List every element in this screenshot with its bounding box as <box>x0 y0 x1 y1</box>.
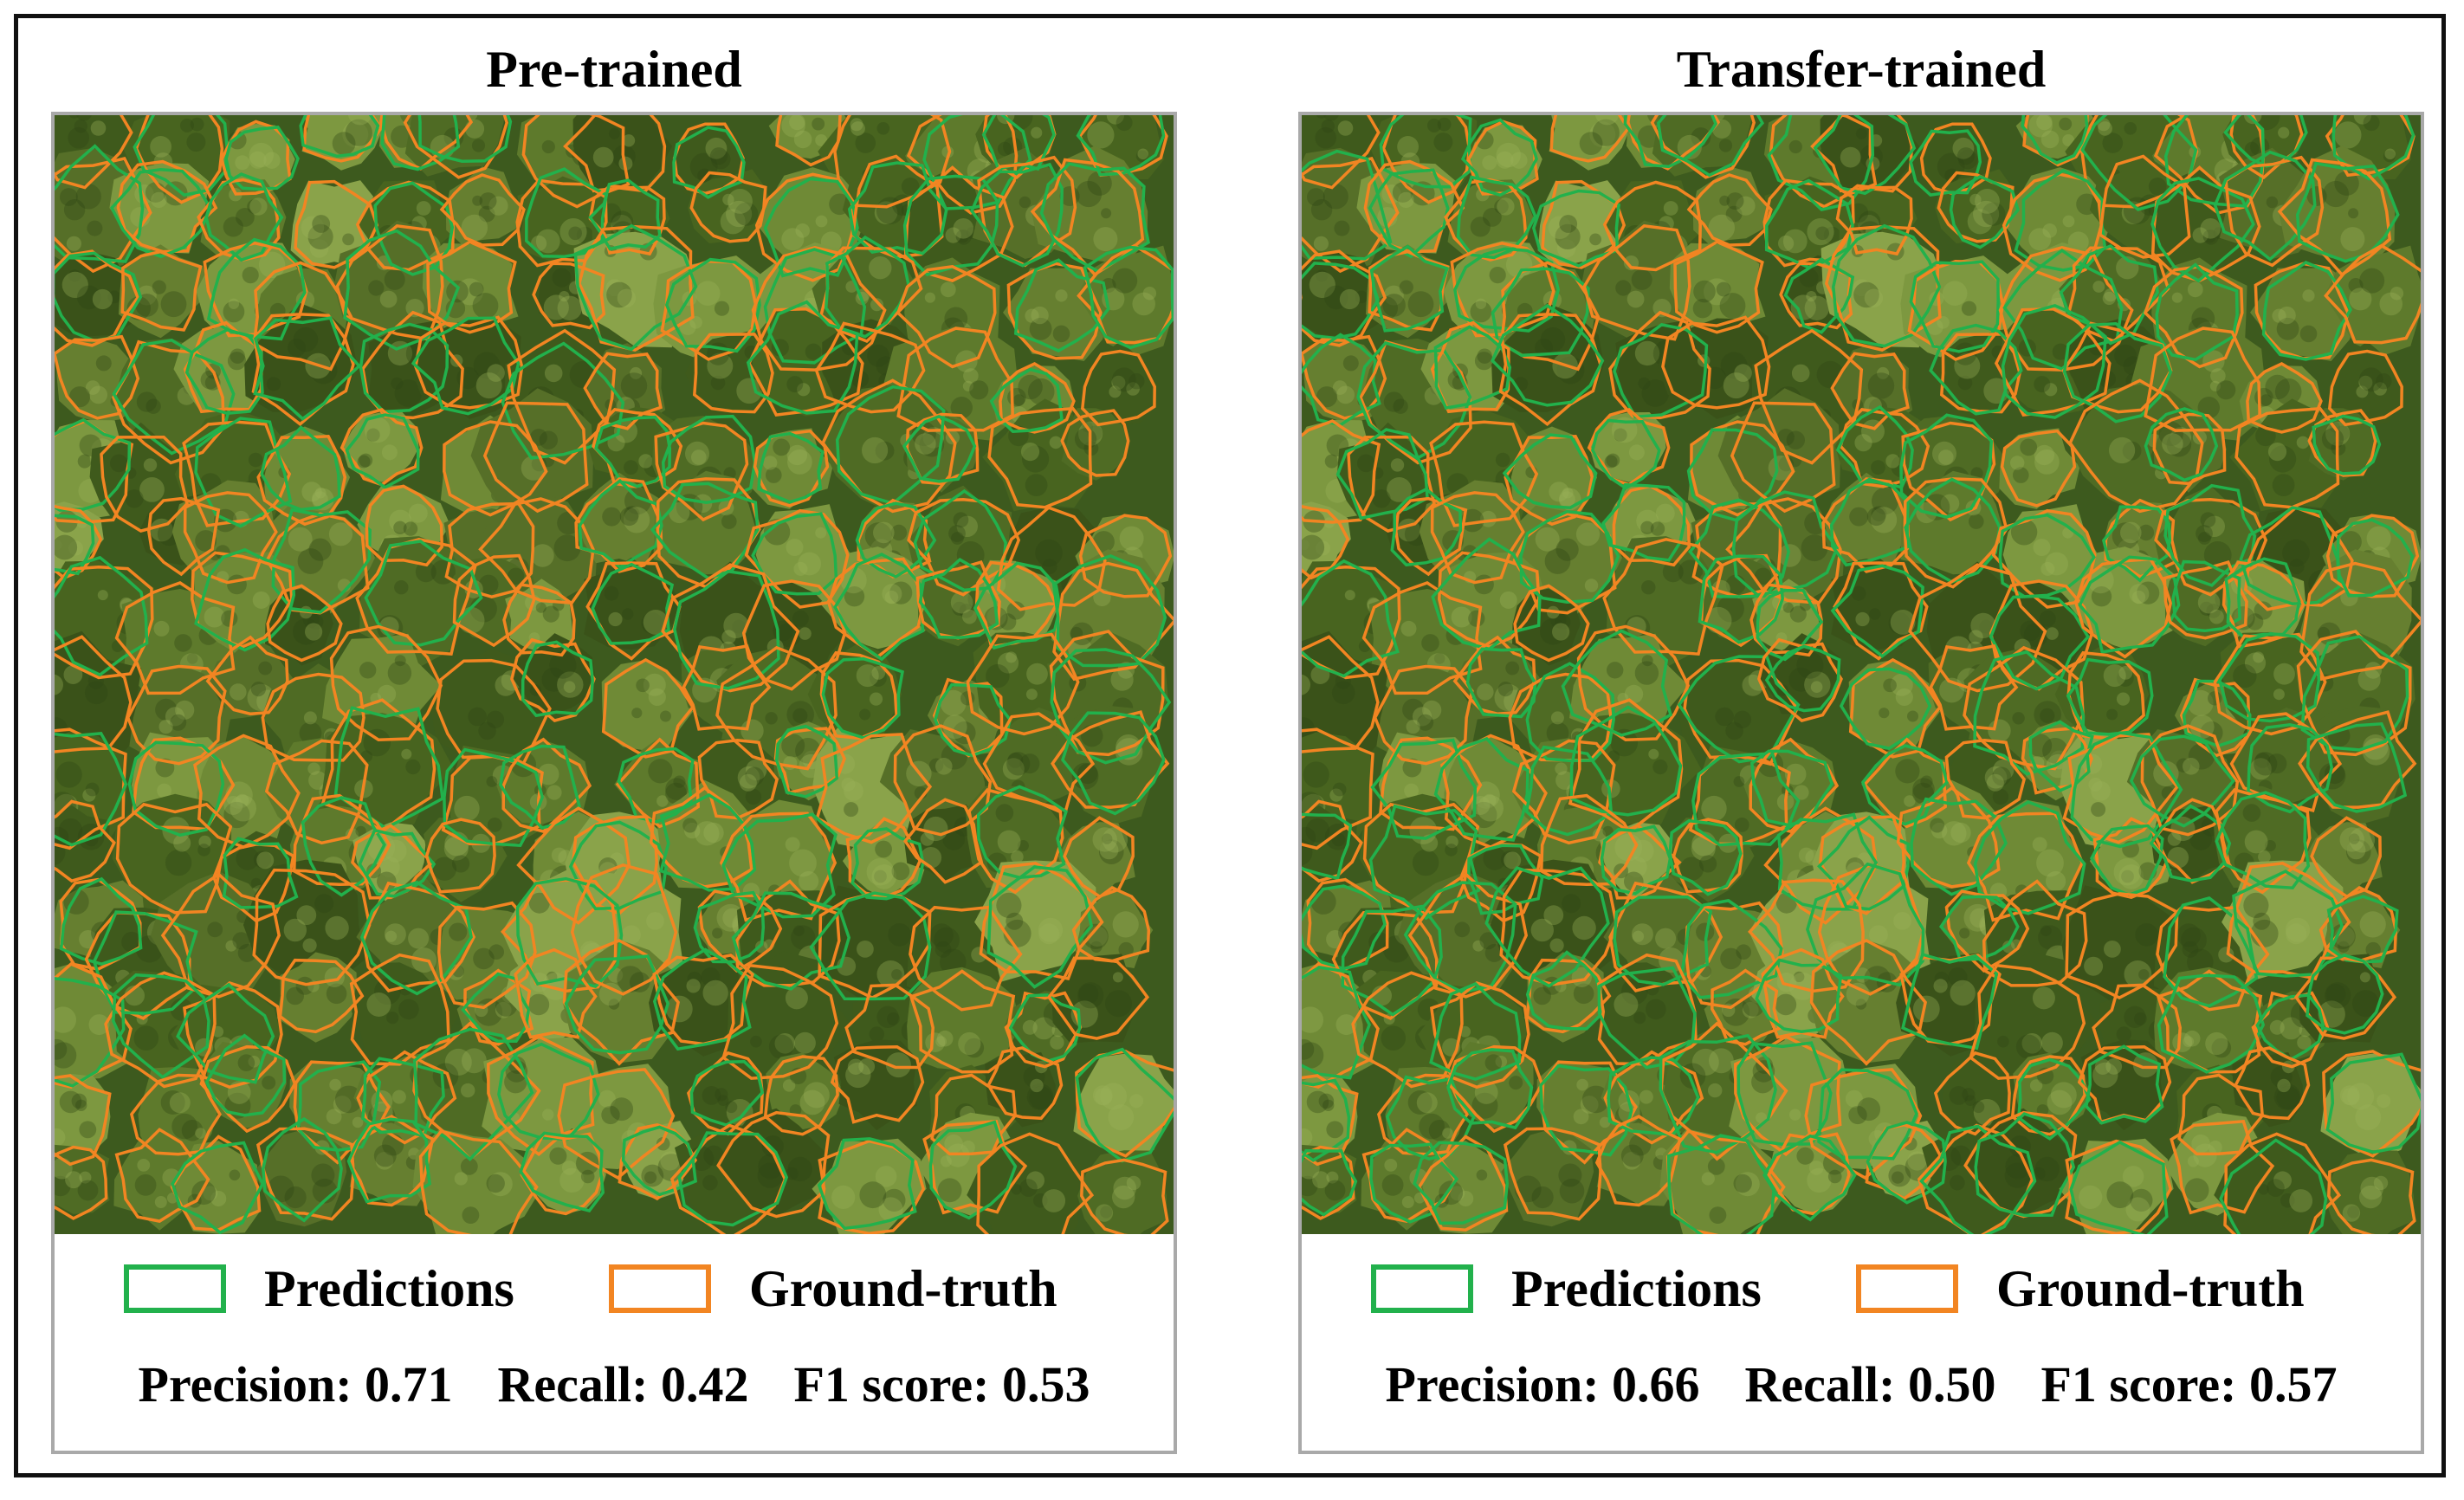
f1-value: F1 score: 0.57 <box>2040 1355 2338 1413</box>
panel-title: Transfer-trained <box>1676 41 2047 98</box>
legend-item-ground-truth: Ground-truth <box>609 1250 1057 1328</box>
legend-item-predictions: Predictions <box>1371 1250 1762 1328</box>
panel-pretrained: Pre-trained Predictions Ground-truth Pre… <box>51 18 1177 1482</box>
f1-value: F1 score: 0.53 <box>793 1355 1090 1413</box>
legend-label-ground-truth: Ground-truth <box>749 1259 1057 1317</box>
figure-frame: Pre-trained Predictions Ground-truth Pre… <box>14 14 2446 1477</box>
legend-label-predictions: Predictions <box>1511 1259 1762 1317</box>
precision-value: Precision: 0.71 <box>138 1355 453 1413</box>
recall-value: Recall: 0.50 <box>1744 1355 1996 1413</box>
metrics-row: Precision: 0.66 Recall: 0.50 F1 score: 0… <box>1302 1345 2421 1423</box>
aerial-canopy-image <box>55 115 1174 1234</box>
aerial-canopy-image <box>1302 115 2421 1234</box>
panel-box: Predictions Ground-truth Precision: 0.71… <box>51 112 1177 1454</box>
legend: Predictions Ground-truth <box>1302 1250 2421 1328</box>
ground-truth-swatch-icon <box>609 1264 711 1313</box>
prediction-swatch-icon <box>124 1264 226 1313</box>
legend: Predictions Ground-truth <box>55 1250 1174 1328</box>
canopy-overlay <box>1302 115 2421 1234</box>
legend-label-ground-truth: Ground-truth <box>1996 1259 2305 1317</box>
panel-transfer-trained: Transfer-trained Predictions Ground-trut… <box>1298 18 2424 1482</box>
prediction-swatch-icon <box>1371 1264 1473 1313</box>
legend-label-predictions: Predictions <box>264 1259 514 1317</box>
legend-item-ground-truth: Ground-truth <box>1856 1250 2305 1328</box>
canopy-overlay <box>55 115 1174 1234</box>
ground-truth-swatch-icon <box>1856 1264 1958 1313</box>
metrics-row: Precision: 0.71 Recall: 0.42 F1 score: 0… <box>55 1345 1174 1423</box>
legend-item-predictions: Predictions <box>124 1250 514 1328</box>
panel-box: Predictions Ground-truth Precision: 0.66… <box>1298 112 2424 1454</box>
recall-value: Recall: 0.42 <box>497 1355 749 1413</box>
panel-title: Pre-trained <box>486 41 742 98</box>
precision-value: Precision: 0.66 <box>1385 1355 1700 1413</box>
